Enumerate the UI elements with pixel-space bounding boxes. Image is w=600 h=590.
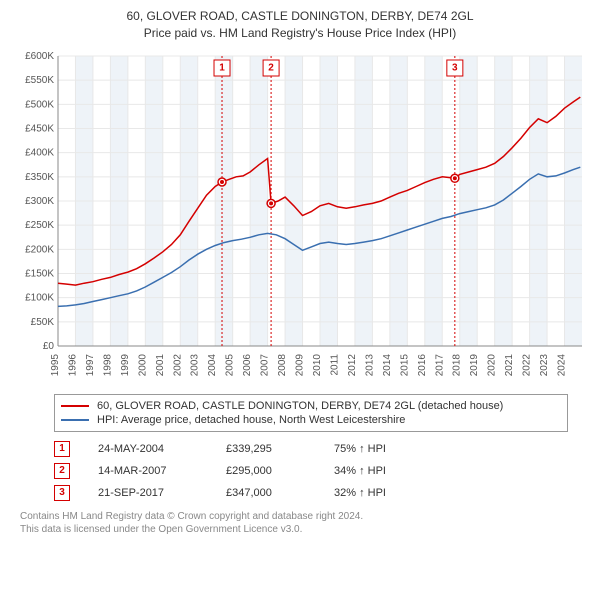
- footer-line2: This data is licensed under the Open Gov…: [20, 523, 590, 536]
- title-subtitle: Price paid vs. HM Land Registry's House …: [10, 25, 590, 42]
- legend: 60, GLOVER ROAD, CASTLE DONINGTON, DERBY…: [54, 394, 568, 432]
- legend-item-property: 60, GLOVER ROAD, CASTLE DONINGTON, DERBY…: [61, 399, 561, 413]
- sales-row: 1 24-MAY-2004 £339,295 75% ↑ HPI: [54, 438, 590, 460]
- svg-text:1995: 1995: [50, 353, 61, 376]
- sale-price: £295,000: [226, 465, 306, 477]
- sale-date: 24-MAY-2004: [98, 443, 198, 455]
- svg-text:1996: 1996: [67, 353, 78, 376]
- legend-swatch-property: [61, 405, 89, 407]
- svg-text:2007: 2007: [260, 353, 271, 376]
- sale-pct: 34% ↑ HPI: [334, 465, 434, 477]
- svg-text:1999: 1999: [120, 353, 131, 376]
- sale-date: 21-SEP-2017: [98, 487, 198, 499]
- svg-text:2011: 2011: [329, 353, 340, 375]
- svg-text:£350K: £350K: [25, 171, 54, 182]
- sale-date: 14-MAR-2007: [98, 465, 198, 477]
- svg-text:£100K: £100K: [25, 292, 54, 303]
- svg-text:£550K: £550K: [25, 75, 54, 86]
- chart-svg: £0 £50K £100K £150K £200K £250K £300K £350K £400…: [10, 46, 590, 386]
- sale-price: £347,000: [226, 487, 306, 499]
- svg-text:2: 2: [268, 62, 274, 73]
- svg-text:£50K: £50K: [31, 316, 55, 327]
- svg-text:2010: 2010: [312, 353, 323, 376]
- footer-attribution: Contains HM Land Registry data © Crown c…: [20, 510, 590, 536]
- svg-text:2022: 2022: [522, 353, 533, 376]
- svg-text:£450K: £450K: [25, 123, 54, 134]
- svg-text:2018: 2018: [452, 353, 463, 376]
- svg-text:2014: 2014: [382, 353, 393, 376]
- footer-line1: Contains HM Land Registry data © Crown c…: [20, 510, 590, 523]
- chart-container: { "title_line1": "60, GLOVER ROAD, CASTL…: [0, 0, 600, 542]
- sales-row: 2 14-MAR-2007 £295,000 34% ↑ HPI: [54, 460, 590, 482]
- sale-marker-3: 3: [54, 485, 70, 501]
- svg-text:£0: £0: [43, 341, 55, 352]
- svg-text:2016: 2016: [417, 353, 428, 376]
- svg-text:2017: 2017: [434, 353, 445, 376]
- legend-swatch-hpi: [61, 419, 89, 421]
- svg-text:£250K: £250K: [25, 220, 54, 231]
- sale-pct: 32% ↑ HPI: [334, 487, 434, 499]
- svg-text:2000: 2000: [137, 353, 148, 376]
- title-address: 60, GLOVER ROAD, CASTLE DONINGTON, DERBY…: [10, 8, 590, 25]
- svg-text:£150K: £150K: [25, 268, 54, 279]
- svg-text:2024: 2024: [557, 353, 568, 376]
- legend-item-hpi: HPI: Average price, detached house, Nort…: [61, 413, 561, 427]
- svg-text:2005: 2005: [225, 353, 236, 376]
- chart-plot: £0 £50K £100K £150K £200K £250K £300K £350K £400…: [10, 46, 590, 386]
- svg-text:2015: 2015: [399, 353, 410, 376]
- svg-text:2021: 2021: [504, 353, 515, 376]
- svg-text:2002: 2002: [172, 353, 183, 376]
- svg-text:£400K: £400K: [25, 147, 54, 158]
- chart-title: 60, GLOVER ROAD, CASTLE DONINGTON, DERBY…: [10, 8, 590, 42]
- sales-table: 1 24-MAY-2004 £339,295 75% ↑ HPI 2 14-MA…: [54, 438, 590, 504]
- svg-text:2020: 2020: [487, 353, 498, 376]
- svg-text:3: 3: [452, 62, 458, 73]
- sale-pct: 75% ↑ HPI: [334, 443, 434, 455]
- svg-text:2019: 2019: [469, 353, 480, 376]
- legend-label-property: 60, GLOVER ROAD, CASTLE DONINGTON, DERBY…: [97, 400, 503, 412]
- svg-text:£200K: £200K: [25, 244, 54, 255]
- svg-text:2013: 2013: [364, 353, 375, 376]
- svg-text:1998: 1998: [102, 353, 113, 376]
- sale-marker-2: 2: [54, 463, 70, 479]
- svg-text:2023: 2023: [539, 353, 550, 376]
- svg-text:£600K: £600K: [25, 51, 54, 62]
- svg-text:2003: 2003: [190, 353, 201, 376]
- svg-text:1: 1: [219, 62, 225, 73]
- svg-text:2006: 2006: [242, 353, 253, 376]
- svg-text:2008: 2008: [277, 353, 288, 376]
- svg-text:£500K: £500K: [25, 99, 54, 110]
- sales-row: 3 21-SEP-2017 £347,000 32% ↑ HPI: [54, 482, 590, 504]
- svg-text:2012: 2012: [347, 353, 358, 376]
- sale-marker-1: 1: [54, 441, 70, 457]
- svg-text:2004: 2004: [207, 353, 218, 376]
- svg-text:£300K: £300K: [25, 196, 54, 207]
- svg-text:2001: 2001: [155, 353, 166, 376]
- sale-price: £339,295: [226, 443, 306, 455]
- svg-text:2009: 2009: [295, 353, 306, 376]
- legend-label-hpi: HPI: Average price, detached house, Nort…: [97, 414, 405, 426]
- svg-text:1997: 1997: [85, 353, 96, 376]
